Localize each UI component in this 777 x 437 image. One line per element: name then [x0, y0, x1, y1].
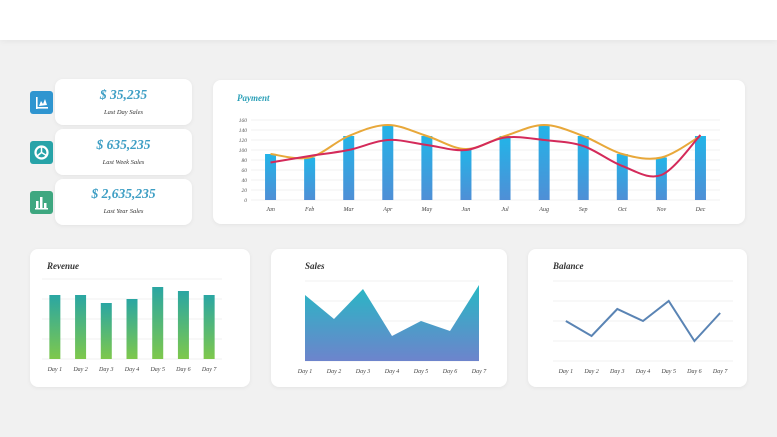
revenue-bar	[75, 295, 87, 359]
y-tick-label: 20	[242, 188, 248, 194]
x-tick-label: Nov	[656, 207, 667, 213]
payment-card: Payment 0 20 40 60 80 100 120 140 160 Jan Feb Mar Ap…	[213, 80, 745, 224]
x-tick-label: Dec	[695, 207, 706, 213]
y-tick-label: 160	[239, 118, 248, 124]
balance-card: Balance Day 1 Day 2 Day 3 Day 4 Day 5 Day 6 Da…	[528, 249, 747, 387]
revenue-chart: Day 1 Day 2 Day 3 Day 4 Day 5 Day 6 Day 7	[42, 278, 222, 373]
revenue-bar	[100, 303, 112, 359]
revenue-bar	[126, 299, 138, 359]
pie-chart-icon	[30, 141, 53, 164]
x-tick-label: Day 4	[124, 366, 140, 373]
x-tick-label: Day 5	[413, 369, 429, 375]
payment-bar	[460, 149, 472, 200]
x-tick-label: Apr	[382, 207, 393, 213]
payment-bar	[343, 136, 355, 200]
payment-bar	[265, 154, 277, 200]
revenue-bar	[49, 295, 61, 359]
x-tick-label: Day 1	[47, 367, 63, 373]
kpi-label: Last Day Sales	[104, 109, 143, 116]
sales-card: Sales Day 1 Day 2 Day 3 Day 4 Day 5 Day 6 Day …	[271, 249, 507, 387]
payment-bar	[577, 136, 589, 200]
payment-bar	[694, 136, 706, 200]
x-tick-label: Day 6	[442, 369, 458, 375]
payment-bar	[304, 157, 316, 200]
x-tick-label: Day 3	[98, 367, 114, 373]
x-tick-label: Day 6	[686, 369, 702, 375]
kpi-label: Last Week Sales	[102, 159, 145, 166]
x-tick-label: Mar	[343, 207, 355, 213]
payment-bar	[616, 154, 628, 200]
x-tick-label: Jan	[266, 207, 275, 213]
x-tick-label: Day 3	[355, 369, 371, 375]
payment-bar	[421, 136, 433, 200]
sales-area	[305, 285, 479, 361]
x-tick-label: Day 2	[326, 369, 342, 375]
payment-title: Payment	[237, 93, 270, 103]
kpi-card-last-year: $ 2,635,235 Last Year Sales	[55, 179, 192, 225]
x-tick-label: Day 6	[175, 367, 191, 373]
sales-chart: Day 1 Day 2 Day 3 Day 4 Day 5 Day 6 Day 7	[297, 280, 487, 375]
y-tick-label: 40	[242, 177, 248, 184]
y-tick-label: 80	[242, 158, 248, 164]
x-tick-label: Jun	[462, 207, 471, 213]
x-tick-label: Day 5	[660, 369, 676, 375]
x-tick-label: Day 2	[72, 367, 88, 373]
revenue-bar	[203, 295, 215, 359]
kpi-label: Last Year Sales	[103, 208, 144, 215]
sales-title: Sales	[305, 261, 325, 271]
payment-line-red	[270, 134, 702, 178]
payment-bar	[655, 157, 667, 200]
kpi-value: $ 2,635,235	[91, 186, 156, 201]
x-tick-label: Day 3	[609, 369, 625, 375]
kpi-value: $ 35,235	[99, 87, 148, 102]
y-tick-label: 140	[239, 127, 248, 134]
x-tick-label: Day 4	[635, 368, 651, 375]
x-tick-label: Aug	[538, 207, 549, 213]
balance-title: Balance	[553, 261, 584, 271]
kpi-card-last-day: $ 35,235 Last Day Sales	[55, 79, 192, 125]
column-chart-icon	[30, 191, 53, 214]
y-tick-label: 100	[239, 148, 248, 154]
bar-chart-icon	[30, 91, 53, 114]
payment-bar	[499, 136, 511, 200]
x-tick-label: Day 7	[712, 369, 728, 375]
x-tick-label: Day 2	[583, 369, 599, 375]
x-tick-label: Day 4	[384, 368, 400, 375]
x-tick-label: Sep	[579, 207, 588, 213]
payment-bar	[538, 125, 550, 200]
revenue-card: Revenue Day 1 Day 2 Day 3 Day 4 Day 5 Day 6 Da…	[30, 249, 250, 387]
x-tick-label: Oct	[618, 207, 627, 213]
revenue-title: Revenue	[47, 261, 79, 271]
y-tick-label: 60	[242, 168, 248, 174]
kpi-card-last-week: $ 635,235 Last Week Sales	[55, 129, 192, 175]
balance-chart: Day 1 Day 2 Day 3 Day 4 Day 5 Day 6 Day 7	[553, 280, 733, 375]
x-tick-label: May	[421, 207, 433, 213]
x-tick-label: Jul	[501, 207, 509, 213]
x-tick-label: Day 7	[471, 369, 487, 375]
kpi-value: $ 635,235	[96, 137, 151, 152]
payment-bar	[382, 125, 394, 200]
y-tick-label: 120	[239, 138, 248, 144]
balance-line	[565, 299, 721, 343]
y-tick-label: 0	[244, 198, 247, 204]
revenue-bar	[177, 291, 189, 359]
x-tick-label: Feb	[304, 207, 314, 213]
x-tick-label: Day 1	[558, 369, 574, 375]
x-tick-label: Day 7	[201, 367, 217, 373]
x-tick-label: Day 5	[149, 367, 165, 373]
revenue-bar	[152, 287, 164, 359]
x-tick-label: Day 1	[297, 369, 313, 375]
payment-chart: 0 20 40 60 80 100 120 140 160 Jan Feb Mar Apr May Jun J…	[239, 118, 720, 213]
top-bar	[0, 0, 777, 40]
